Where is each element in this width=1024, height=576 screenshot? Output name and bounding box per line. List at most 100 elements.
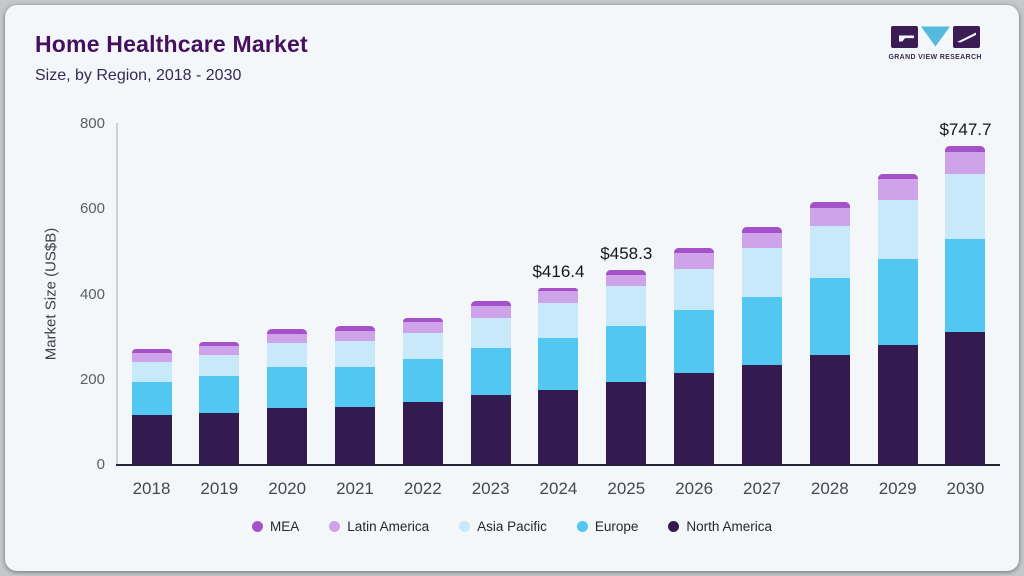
- bar-segment-latin-america[interactable]: [267, 333, 308, 344]
- bar-segment-mea[interactable]: [470, 301, 511, 307]
- bar-segment-europe[interactable]: [334, 366, 375, 407]
- bar-segment-latin-america[interactable]: [809, 208, 850, 226]
- bar-segment-europe[interactable]: [199, 375, 240, 413]
- logo-v-icon: [921, 26, 950, 47]
- legend-label: Latin America: [347, 519, 430, 534]
- bar-segment-mea[interactable]: [538, 287, 579, 292]
- bar-segment-mea[interactable]: [199, 341, 240, 346]
- bar-segment-asia-pacific[interactable]: [877, 200, 918, 259]
- x-tick-label: 2027: [743, 479, 781, 498]
- bar-segment-asia-pacific[interactable]: [741, 247, 782, 297]
- bar-segment-europe[interactable]: [741, 296, 782, 365]
- bar-segment-latin-america[interactable]: [741, 232, 782, 248]
- bar-2027[interactable]: [741, 226, 782, 465]
- bar-segment-europe[interactable]: [267, 366, 308, 408]
- bar-segment-mea[interactable]: [334, 326, 375, 331]
- bar-segment-mea[interactable]: [674, 248, 715, 254]
- bar-segment-north-america[interactable]: [741, 364, 782, 465]
- x-tick-label: 2020: [268, 479, 307, 498]
- bar-2030[interactable]: [945, 146, 986, 465]
- bar-2023[interactable]: [470, 301, 511, 465]
- legend-item-europe[interactable]: Europe: [576, 519, 638, 534]
- bar-segment-europe[interactable]: [809, 278, 850, 356]
- bar-segment-asia-pacific[interactable]: [606, 286, 647, 327]
- bar-2024[interactable]: [538, 287, 579, 465]
- bar-2021[interactable]: [334, 326, 375, 465]
- plot-area: 0 200 400 600 800 2018 2019 2020 2021 2022 2023 20…: [80, 115, 1001, 498]
- bar-segment-europe[interactable]: [877, 258, 918, 345]
- bar-2026[interactable]: [674, 248, 715, 465]
- bar-segment-latin-america[interactable]: [674, 253, 715, 270]
- bar-segment-north-america[interactable]: [402, 401, 443, 465]
- bar-segment-mea[interactable]: [606, 269, 647, 275]
- bar-2020[interactable]: [267, 328, 308, 465]
- legend-dot-icon: [329, 521, 341, 532]
- bar-segment-north-america[interactable]: [809, 355, 850, 465]
- bar-segment-latin-america[interactable]: [131, 352, 172, 362]
- bar-segment-north-america[interactable]: [538, 390, 579, 465]
- legend-label: Asia Pacific: [477, 519, 547, 534]
- bar-segment-europe[interactable]: [674, 310, 715, 374]
- legend-item-mea[interactable]: MEA: [252, 519, 299, 534]
- legend-item-latin-america[interactable]: Latin America: [329, 519, 429, 534]
- bar-segment-mea[interactable]: [945, 146, 986, 152]
- bar-segment-north-america[interactable]: [606, 381, 647, 465]
- bar-segment-europe[interactable]: [606, 326, 647, 382]
- y-tick-label: 600: [79, 200, 105, 218]
- bar-segment-europe[interactable]: [402, 359, 443, 402]
- x-tick-label: 2025: [607, 479, 646, 498]
- page-title: Home Healthcare Market: [35, 31, 308, 57]
- bar-segment-asia-pacific[interactable]: [674, 269, 715, 311]
- bar-2029[interactable]: [877, 174, 918, 465]
- bar-segment-asia-pacific[interactable]: [945, 174, 986, 239]
- bar-segment-latin-america[interactable]: [538, 291, 579, 303]
- x-tick-label: 2024: [539, 479, 578, 498]
- bar-2022[interactable]: [402, 317, 443, 465]
- bar-segment-mea[interactable]: [131, 348, 172, 353]
- bar-segment-mea[interactable]: [809, 202, 850, 209]
- bar-segment-north-america[interactable]: [199, 412, 240, 465]
- bar-segment-europe[interactable]: [538, 337, 579, 391]
- legend-item-asia-pacific[interactable]: Asia Pacific: [459, 519, 547, 534]
- bar-segment-asia-pacific[interactable]: [402, 332, 443, 360]
- bar-segment-north-america[interactable]: [267, 407, 308, 465]
- bar-segment-asia-pacific[interactable]: [538, 302, 579, 338]
- y-tick-label: 0: [96, 456, 105, 473]
- x-axis-line: [116, 464, 1000, 466]
- bar-segment-north-america[interactable]: [877, 344, 918, 465]
- bar-segment-latin-america[interactable]: [334, 330, 375, 341]
- bar-2018[interactable]: [131, 348, 172, 465]
- bar-segment-asia-pacific[interactable]: [199, 355, 240, 376]
- bar-segment-asia-pacific[interactable]: [131, 361, 172, 382]
- bar-segment-mea[interactable]: [402, 317, 443, 322]
- bar-2025[interactable]: [606, 269, 647, 465]
- bar-segment-latin-america[interactable]: [606, 274, 647, 287]
- chart-card: Home Healthcare Market Size, by Region, …: [5, 5, 1019, 571]
- bar-segment-north-america[interactable]: [334, 406, 375, 465]
- bar-segment-europe[interactable]: [945, 238, 986, 333]
- x-tick-label: 2026: [675, 479, 714, 498]
- bar-segment-latin-america[interactable]: [402, 321, 443, 333]
- bar-segment-north-america[interactable]: [470, 395, 511, 465]
- bar-segment-north-america[interactable]: [674, 373, 715, 465]
- bar-segment-asia-pacific[interactable]: [267, 343, 308, 367]
- bar-segment-latin-america[interactable]: [470, 306, 511, 318]
- bar-segment-mea[interactable]: [741, 226, 782, 233]
- bar-segment-latin-america[interactable]: [199, 345, 240, 356]
- bar-2028[interactable]: [809, 202, 850, 465]
- bar-2019[interactable]: [199, 341, 240, 465]
- bar-segment-latin-america[interactable]: [945, 151, 986, 175]
- bar-segment-asia-pacific[interactable]: [334, 340, 375, 367]
- bar-segment-latin-america[interactable]: [877, 179, 918, 201]
- bar-segment-asia-pacific[interactable]: [809, 225, 850, 279]
- bar-segment-north-america[interactable]: [945, 332, 986, 465]
- bar-segment-europe[interactable]: [131, 381, 172, 416]
- legend-item-north-america[interactable]: North America: [668, 519, 772, 534]
- bar-segment-mea[interactable]: [267, 328, 308, 334]
- bar-segment-north-america[interactable]: [131, 415, 172, 465]
- page-subtitle: Size, by Region, 2018 - 2030: [35, 67, 242, 84]
- bar-segment-europe[interactable]: [470, 348, 511, 396]
- y-tick-label: 200: [79, 370, 105, 388]
- bar-segment-asia-pacific[interactable]: [470, 317, 511, 349]
- bar-segment-mea[interactable]: [877, 174, 918, 180]
